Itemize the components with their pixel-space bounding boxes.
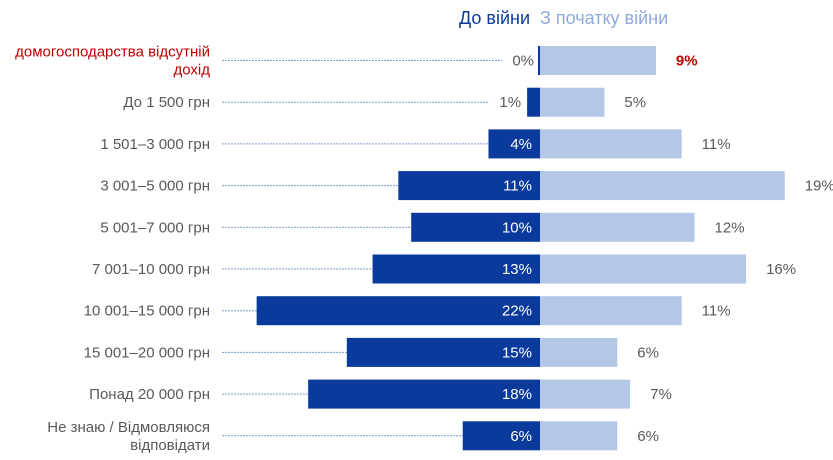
- category-label: Понад 20 000 грн: [89, 386, 210, 403]
- value-label-before-war: 6%: [510, 428, 532, 445]
- category-label: 10 001–15 000 грн: [84, 303, 210, 320]
- bar-before-war: [346, 337, 540, 367]
- value-label-since-war: 6%: [637, 428, 659, 445]
- category-label: 3 001–5 000 грн: [100, 178, 210, 195]
- value-label-since-war: 6%: [637, 344, 659, 361]
- legend-since-war: З початку війни: [540, 8, 669, 28]
- value-label-before-war: 18%: [502, 386, 532, 403]
- category-label: 1 501–3 000 грн: [100, 136, 210, 153]
- category-label: 5 001–7 000 грн: [100, 219, 210, 236]
- bar-since-war: [540, 87, 605, 117]
- bar-since-war: [540, 129, 682, 159]
- bar-before-war: [462, 421, 540, 451]
- value-label-since-war: 11%: [702, 136, 731, 153]
- bar-since-war: [540, 46, 656, 75]
- value-label-since-war: 11%: [702, 303, 731, 320]
- bar-before-war: [256, 296, 540, 326]
- category-label: 7 001–10 000 грн: [92, 261, 210, 278]
- bar-since-war: [540, 171, 785, 201]
- category-label: 15 001–20 000 грн: [84, 344, 210, 361]
- value-label-before-war: 0%: [512, 53, 534, 70]
- bar-since-war: [540, 337, 618, 367]
- bar-since-war: [540, 421, 618, 451]
- value-label-before-war: 13%: [502, 261, 532, 278]
- value-label-before-war: 11%: [503, 178, 532, 195]
- category-label: Не знаю / Відмовляюся відповідати: [47, 419, 210, 454]
- value-label-before-war: 10%: [502, 219, 532, 236]
- legend-before-war: До війни: [458, 8, 530, 28]
- bar-since-war: [540, 296, 682, 326]
- bar-before-war: [488, 129, 540, 159]
- value-label-since-war: 12%: [715, 219, 745, 236]
- value-label-since-war: 19%: [805, 178, 833, 195]
- bar-before-war: [538, 46, 540, 75]
- bar-since-war: [540, 212, 695, 242]
- value-label-since-war: 7%: [650, 386, 672, 403]
- bar-before-war: [398, 171, 540, 201]
- bar-before-war: [308, 379, 540, 409]
- value-label-since-war: 9%: [676, 53, 698, 70]
- category-label: домогосподарства відсутній дохід: [15, 44, 210, 79]
- category-label: До 1 500 грн: [123, 94, 210, 111]
- value-label-before-war: 1%: [499, 94, 521, 111]
- value-label-since-war: 5%: [624, 94, 646, 111]
- bar-since-war: [540, 379, 631, 409]
- value-label-since-war: 16%: [766, 261, 796, 278]
- value-label-before-war: 15%: [502, 344, 532, 361]
- value-label-before-war: 4%: [510, 136, 532, 153]
- bar-before-war: [372, 254, 540, 284]
- bar-before-war: [527, 87, 540, 117]
- bar-since-war: [540, 254, 747, 284]
- value-label-before-war: 22%: [502, 303, 532, 320]
- bar-before-war: [411, 212, 540, 242]
